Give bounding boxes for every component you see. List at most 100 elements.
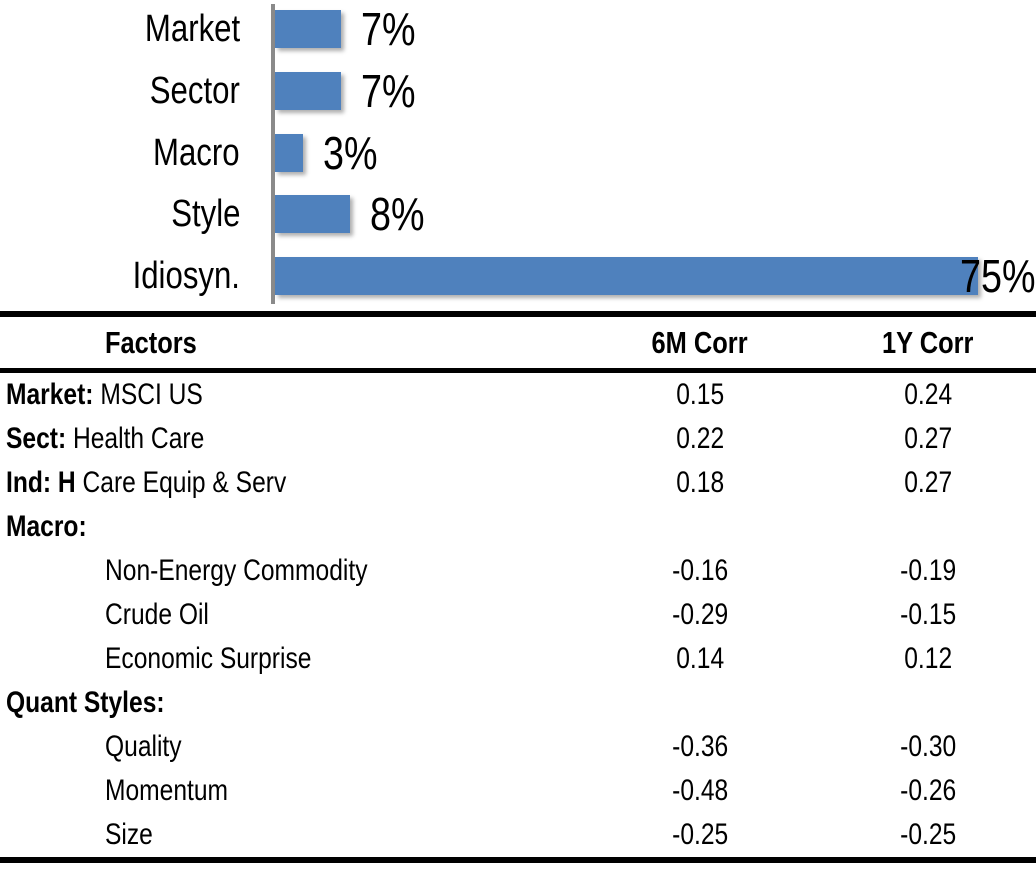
chart-bar xyxy=(275,134,303,172)
factor-cell: Sect: Health Care xyxy=(0,422,580,456)
factor-label: Size xyxy=(105,818,153,851)
chart-category-label: Sector xyxy=(0,72,240,110)
factor-label-bold: Market: xyxy=(6,378,94,411)
6m-corr-value: -0.25 xyxy=(671,818,729,851)
factor-cell: Macro: xyxy=(0,510,580,544)
chart-bar xyxy=(275,72,341,110)
1y-corr-value: -0.19 xyxy=(899,554,957,587)
factor-cell: Economic Surprise xyxy=(0,642,580,676)
6m-corr-value: -0.16 xyxy=(671,554,729,587)
1y-corr-value: -0.30 xyxy=(899,730,957,763)
chart-value-text: 8% xyxy=(370,188,425,240)
header-6m-corr-label: 6M Corr xyxy=(651,324,749,360)
factor-cell: Quality xyxy=(0,730,580,764)
chart-category-text: Sector xyxy=(149,70,240,112)
chart-value-text: 7% xyxy=(361,3,416,55)
chart-axis-line xyxy=(271,4,275,304)
chart-bar-value-label: 7% xyxy=(361,68,427,114)
chart-category-label: Idiosyn. xyxy=(0,257,240,295)
factor-cell: Momentum xyxy=(0,774,580,808)
6m-corr-value: 0.18 xyxy=(676,466,724,499)
factor-label: Crude Oil xyxy=(105,598,209,631)
factor-cell: Quant Styles: xyxy=(0,686,580,720)
6m-corr-cell: -0.29 xyxy=(580,598,820,632)
6m-corr-cell: -0.48 xyxy=(580,774,820,808)
chart-bar xyxy=(275,257,978,295)
1y-corr-value: 0.12 xyxy=(904,642,952,675)
table-row: Momentum -0.48 -0.26 xyxy=(0,769,1036,813)
table-row: Ind: H Care Equip & Serv 0.18 0.27 xyxy=(0,461,1036,505)
chart-value-text: 3% xyxy=(323,127,378,179)
6m-corr-value: -0.36 xyxy=(671,730,729,763)
1y-corr-cell: -0.15 xyxy=(820,598,1036,632)
table-top-border xyxy=(0,311,1036,317)
1y-corr-cell: 0.24 xyxy=(820,378,1036,412)
factor-label: Sect: Health Care xyxy=(6,422,205,455)
6m-corr-value: -0.29 xyxy=(671,598,729,631)
factor-label: Quant Styles: xyxy=(6,686,165,720)
factor-correlation-table: Factors 6M Corr 1Y Corr Market: MSCI US 0… xyxy=(0,311,1036,863)
1y-corr-cell: -0.25 xyxy=(820,818,1036,852)
table-row: Non-Energy Commodity -0.16 -0.19 xyxy=(0,549,1036,593)
chart-category-text: Macro xyxy=(153,132,240,174)
header-1y-corr-label: 1Y Corr xyxy=(882,324,974,360)
header-factors-cell: Factors xyxy=(0,325,580,361)
6m-corr-value: 0.15 xyxy=(676,378,724,411)
factor-label-bold: Macro: xyxy=(6,510,87,543)
1y-corr-value: -0.25 xyxy=(899,818,957,851)
1y-corr-cell: 0.12 xyxy=(820,642,1036,676)
table-bottom-border xyxy=(0,857,1036,863)
table-header-divider xyxy=(0,368,1036,373)
factor-label: Macro: xyxy=(6,510,87,544)
chart-bar xyxy=(275,195,350,233)
chart-category-label: Style xyxy=(0,195,240,233)
6m-corr-value: 0.22 xyxy=(676,422,724,455)
factor-label: Market: MSCI US xyxy=(6,378,203,411)
header-6m-corr-cell: 6M Corr xyxy=(580,325,820,361)
6m-corr-value: 0.14 xyxy=(676,642,724,675)
chart-value-text: 7% xyxy=(361,65,416,117)
table-row: Market: MSCI US 0.15 0.24 xyxy=(0,373,1036,417)
risk-decomposition-bar-chart: Market 7% Sector 7% Macro 3% Style 8% Idiosyn. 75… xyxy=(0,0,1036,311)
chart-bar-value-label: 3% xyxy=(323,130,389,176)
factor-cell: Market: MSCI US xyxy=(0,378,580,412)
table-row: Quality -0.36 -0.30 xyxy=(0,725,1036,769)
factor-label: Quality xyxy=(105,730,182,763)
factor-cell: Crude Oil xyxy=(0,598,580,632)
header-factors-label: Factors xyxy=(105,324,197,360)
table-row: Sect: Health Care 0.22 0.27 xyxy=(0,417,1036,461)
6m-corr-cell: 0.18 xyxy=(580,466,820,500)
6m-corr-cell: -0.36 xyxy=(580,730,820,764)
factor-cell: Size xyxy=(0,818,580,852)
factor-cell: Ind: H Care Equip & Serv xyxy=(0,466,580,500)
1y-corr-value: -0.15 xyxy=(899,598,957,631)
1y-corr-cell: -0.30 xyxy=(820,730,1036,764)
1y-corr-value: 0.27 xyxy=(904,466,952,499)
factor-label: Economic Surprise xyxy=(105,642,312,675)
factor-label: Momentum xyxy=(105,774,229,807)
chart-bar-value-label: 75% xyxy=(960,253,1036,299)
table-header-row: Factors 6M Corr 1Y Corr xyxy=(0,317,1036,368)
chart-category-text: Idiosyn. xyxy=(132,255,240,297)
1y-corr-cell: 0.27 xyxy=(820,466,1036,500)
table-row: Size -0.25 -0.25 xyxy=(0,813,1036,857)
factor-label-bold: Ind: H xyxy=(6,466,76,499)
6m-corr-cell: -0.16 xyxy=(580,554,820,588)
chart-bar xyxy=(275,10,341,48)
chart-bar-value-label: 7% xyxy=(361,6,427,52)
factor-cell: Non-Energy Commodity xyxy=(0,554,580,588)
table-row: Crude Oil -0.29 -0.15 xyxy=(0,593,1036,637)
6m-corr-cell: -0.25 xyxy=(580,818,820,852)
6m-corr-cell: 0.22 xyxy=(580,422,820,456)
table-row: Quant Styles: xyxy=(0,681,1036,725)
1y-corr-cell: -0.19 xyxy=(820,554,1036,588)
1y-corr-value: 0.24 xyxy=(904,378,952,411)
factor-label-bold: Sect: xyxy=(6,422,67,455)
chart-category-text: Market xyxy=(144,8,240,50)
chart-bar-value-label: 8% xyxy=(370,191,436,237)
6m-corr-cell: 0.14 xyxy=(580,642,820,676)
table-body: Market: MSCI US 0.15 0.24 Sect: Health Care… xyxy=(0,373,1036,857)
chart-category-label: Macro xyxy=(0,134,240,172)
chart-value-text: 75% xyxy=(960,250,1036,302)
